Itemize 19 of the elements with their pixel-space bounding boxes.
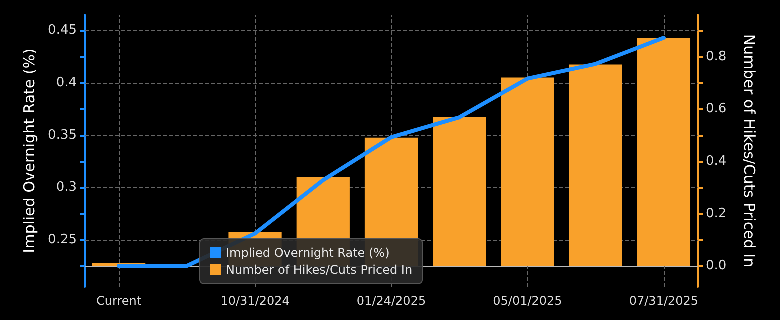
legend-label: Implied Overnight Rate (%) [226,246,390,260]
y-tick-label: 0.45 [48,23,77,38]
y-tick-label: 0.25 [48,232,77,248]
y2-tick-label: 0.6 [706,102,727,117]
y-axis-title: Implied Overnight Rate (%) [20,48,39,254]
y2-axis-title: Number of Hikes/Cuts Priced In [740,34,758,268]
y2-tick-label: 0.2 [706,206,727,222]
y-tick-label: 0.3 [56,180,77,196]
y2-tick-label: 0.4 [706,154,727,169]
y-tick-label: 0.35 [48,128,77,143]
x-tick-label: 01/24/2025 [356,294,426,308]
y2-tick-label: 0.8 [706,49,727,64]
legend-label: Number of Hikes/Cuts Priced In [226,263,413,277]
y-tick-label: 0.4 [56,76,77,90]
x-tick-label: Current [96,294,142,308]
x-tick-label: 07/31/2025 [629,294,699,308]
x-tick-label: 10/31/2024 [220,294,290,308]
x-tick-label: 05/01/2025 [493,294,562,308]
y2-tick-label: 0.0 [706,258,727,274]
